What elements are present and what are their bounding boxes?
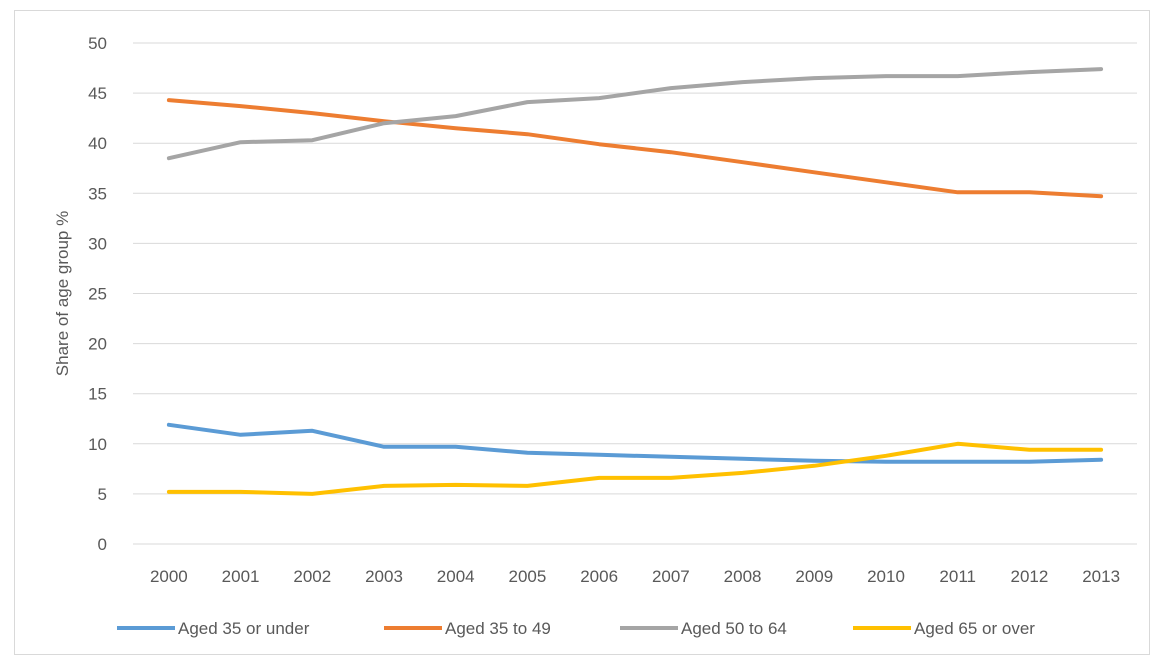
y-tick-label: 10: [88, 435, 107, 454]
x-tick-label: 2005: [509, 567, 547, 586]
y-tick-label: 25: [88, 285, 107, 304]
y-tick-labels: 0 5 10 15 20 25 30 35 40 45 50: [88, 34, 107, 554]
y-tick-label: 30: [88, 234, 107, 253]
y-tick-label: 45: [88, 84, 107, 103]
chart-frame: [14, 10, 1150, 655]
series-line-1: [166, 98, 1104, 199]
legend: Aged 35 or under Aged 35 to 49 Aged 50 to …: [117, 619, 1035, 638]
gridlines: [133, 42, 1137, 545]
x-tick-label: 2013: [1082, 567, 1120, 586]
x-tick-label: 2003: [365, 567, 403, 586]
y-tick-label: 0: [98, 535, 107, 554]
x-tick-label: 2002: [293, 567, 331, 586]
x-tick-labels: 2000 2001 2002 2003 2004 2005 2006 2007 2008 2009…: [150, 567, 1120, 586]
x-tick-label: 2009: [795, 567, 833, 586]
x-tick-label: 2006: [580, 567, 618, 586]
series-line-3: [166, 441, 1104, 496]
y-tick-label: 35: [88, 184, 107, 203]
legend-label-1: Aged 35 to 49: [445, 619, 551, 638]
y-tick-label: 20: [88, 335, 107, 354]
x-tick-label: 2008: [724, 567, 762, 586]
x-tick-label: 2001: [222, 567, 260, 586]
series-lines: [166, 67, 1104, 496]
x-tick-label: 2007: [652, 567, 690, 586]
x-tick-label: 2000: [150, 567, 188, 586]
series-line-0: [166, 422, 1104, 464]
series-line-2: [166, 67, 1104, 161]
legend-label-0: Aged 35 or under: [178, 619, 310, 638]
y-tick-label: 5: [98, 485, 107, 504]
x-tick-label: 2010: [867, 567, 905, 586]
legend-label-3: Aged 65 or over: [914, 619, 1035, 638]
x-tick-label: 2012: [1011, 567, 1049, 586]
x-tick-label: 2011: [939, 567, 976, 586]
legend-label-2: Aged 50 to 64: [681, 619, 787, 638]
x-tick-label: 2004: [437, 567, 475, 586]
y-axis-title: Share of age group %: [53, 211, 72, 376]
y-tick-label: 40: [88, 134, 107, 153]
y-tick-label: 50: [88, 34, 107, 53]
y-tick-label: 15: [88, 385, 107, 404]
